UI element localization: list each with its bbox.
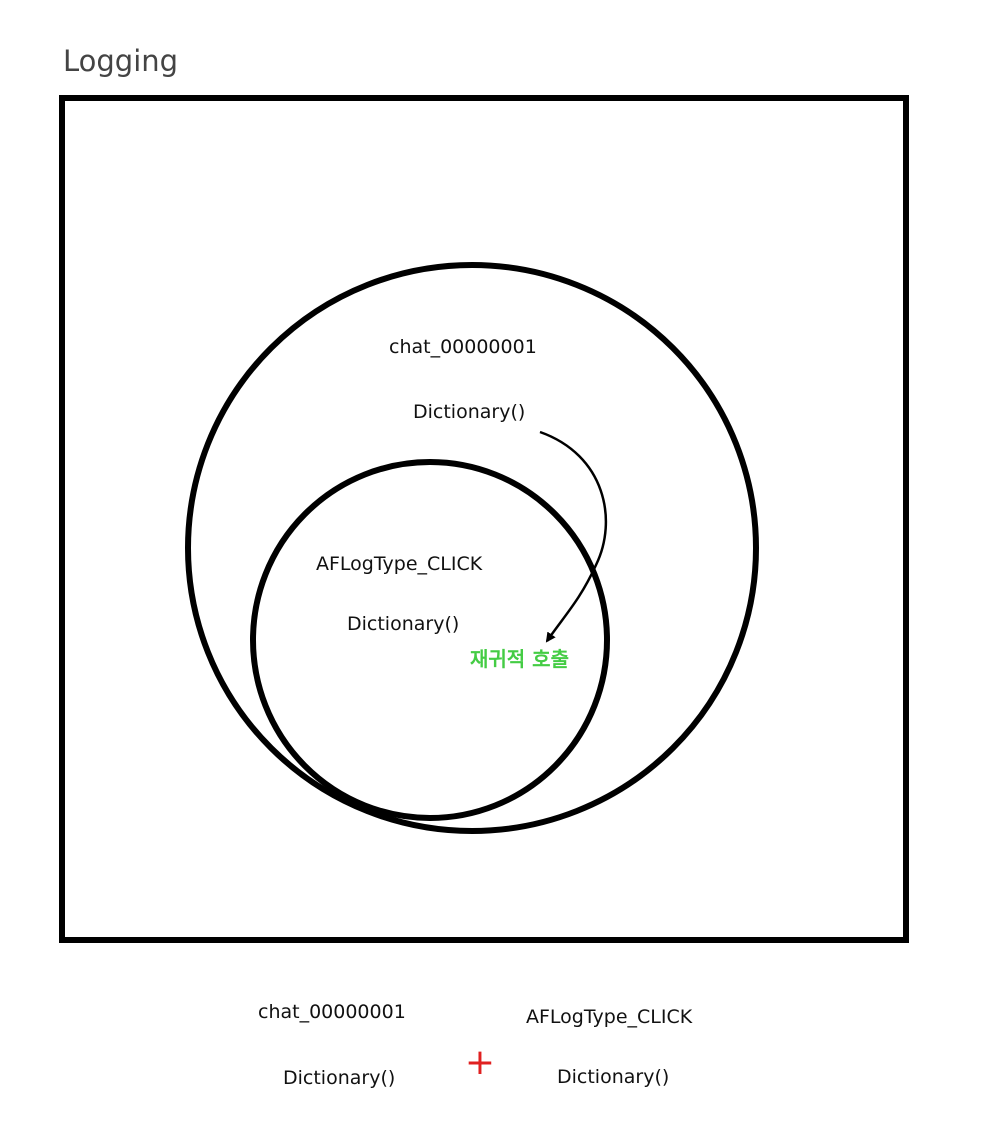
outer-scope-value: Dictionary(): [413, 401, 525, 423]
recursion-note: 재귀적 호출: [470, 647, 569, 671]
merge-plus-icon: +: [465, 1042, 495, 1083]
inner-scope-name: AFLogType_CLICK: [316, 553, 483, 575]
inner-scope-value: Dictionary(): [347, 613, 459, 635]
diagram-title: Logging: [63, 44, 178, 78]
merge-right-value: Dictionary(): [557, 1066, 669, 1088]
recursion-arrow: [539, 430, 608, 643]
merge-right-name: AFLogType_CLICK: [526, 1006, 693, 1028]
merge-left-name: chat_00000001: [258, 1001, 406, 1023]
logging-frame: [59, 95, 909, 943]
outer-scope-circle: [185, 262, 759, 834]
inner-scope-circle: [250, 459, 610, 821]
outer-scope-name: chat_00000001: [389, 336, 537, 358]
merge-left-value: Dictionary(): [283, 1067, 395, 1089]
